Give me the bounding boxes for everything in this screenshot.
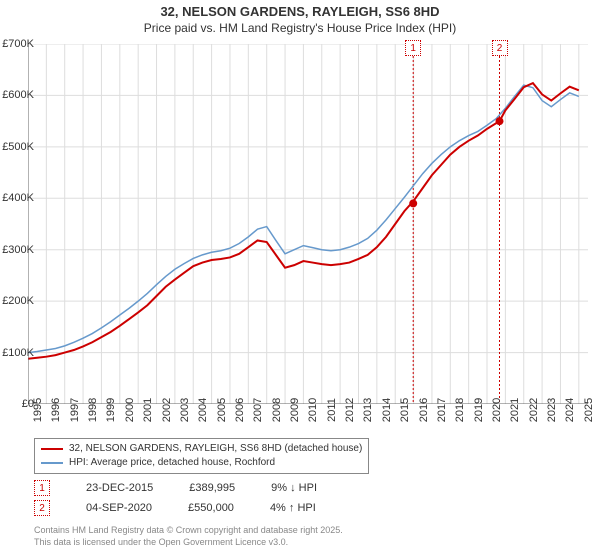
xtick-label: 2005 — [216, 398, 228, 422]
ytick-label: £200K — [2, 295, 34, 307]
xtick-label: 2004 — [197, 398, 209, 422]
xtick-label: 2014 — [381, 398, 393, 422]
marker-date-2: 04-SEP-2020 — [86, 502, 152, 514]
xtick-label: 2013 — [362, 398, 374, 422]
xtick-label: 1999 — [105, 398, 117, 422]
legend-row-1: HPI: Average price, detached house, Roch… — [41, 456, 362, 470]
xtick-label: 2006 — [234, 398, 246, 422]
plot-svg — [28, 44, 588, 404]
chart-container: 32, NELSON GARDENS, RAYLEIGH, SS6 8HD Pr… — [0, 0, 600, 560]
xtick-label: 2000 — [124, 398, 136, 422]
xtick-label: 2012 — [344, 398, 356, 422]
xtick-label: 2007 — [252, 398, 264, 422]
xtick-label: 2019 — [473, 398, 485, 422]
xtick-label: 2011 — [326, 398, 338, 422]
ytick-label: £400K — [2, 192, 34, 204]
xtick-label: 2021 — [509, 398, 521, 422]
legend-swatch-0 — [41, 448, 63, 450]
ytick-label: £500K — [2, 141, 34, 153]
xtick-label: 2017 — [436, 398, 448, 422]
xtick-label: 2008 — [271, 398, 283, 422]
xtick-label: 2024 — [564, 398, 576, 422]
legend-label-0: 32, NELSON GARDENS, RAYLEIGH, SS6 8HD (d… — [69, 442, 362, 456]
chart-area — [28, 44, 588, 404]
xtick-label: 1998 — [87, 398, 99, 422]
xtick-label: 2010 — [307, 398, 319, 422]
legend-swatch-1 — [41, 462, 63, 464]
legend-box: 32, NELSON GARDENS, RAYLEIGH, SS6 8HD (d… — [34, 438, 369, 474]
marker-row-1: 1 23-DEC-2015 £389,995 9% ↓ HPI — [34, 480, 317, 496]
marker-delta-2: 4% ↑ HPI — [270, 502, 316, 514]
xtick-label: 2003 — [179, 398, 191, 422]
title-line1: 32, NELSON GARDENS, RAYLEIGH, SS6 8HD — [0, 4, 600, 19]
ytick-label: £300K — [2, 244, 34, 256]
marker-badge-2: 2 — [34, 500, 50, 516]
xtick-label: 2015 — [399, 398, 411, 422]
legend-row-0: 32, NELSON GARDENS, RAYLEIGH, SS6 8HD (d… — [41, 442, 362, 456]
ytick-label: £100K — [2, 347, 34, 359]
xtick-label: 1996 — [50, 398, 62, 422]
xtick-label: 2018 — [454, 398, 466, 422]
marker-delta-1: 9% ↓ HPI — [271, 482, 317, 494]
title-block: 32, NELSON GARDENS, RAYLEIGH, SS6 8HD Pr… — [0, 0, 600, 35]
marker-row-2: 2 04-SEP-2020 £550,000 4% ↑ HPI — [34, 500, 316, 516]
xtick-label: 2009 — [289, 398, 301, 422]
xtick-label: 2001 — [142, 398, 154, 422]
marker-badge-1: 1 — [34, 480, 50, 496]
credits-line1: Contains HM Land Registry data © Crown c… — [34, 524, 343, 536]
xtick-label: 2025 — [583, 398, 595, 422]
xtick-label: 2020 — [491, 398, 503, 422]
ytick-label: £600K — [2, 89, 34, 101]
xtick-label: 2023 — [546, 398, 558, 422]
vmarker-label-2: 2 — [492, 40, 508, 56]
xtick-label: 1995 — [32, 398, 44, 422]
xtick-label: 2022 — [528, 398, 540, 422]
ytick-label: £700K — [2, 38, 34, 50]
marker-date-1: 23-DEC-2015 — [86, 482, 153, 494]
title-line2: Price paid vs. HM Land Registry's House … — [0, 21, 600, 35]
xtick-label: 2002 — [161, 398, 173, 422]
xtick-label: 1997 — [69, 398, 81, 422]
credits-block: Contains HM Land Registry data © Crown c… — [34, 524, 343, 548]
vmarker-label-1: 1 — [405, 40, 421, 56]
marker-price-2: £550,000 — [188, 502, 234, 514]
legend-label-1: HPI: Average price, detached house, Roch… — [69, 456, 275, 470]
credits-line2: This data is licensed under the Open Gov… — [34, 536, 343, 548]
xtick-label: 2016 — [418, 398, 430, 422]
marker-price-1: £389,995 — [189, 482, 235, 494]
